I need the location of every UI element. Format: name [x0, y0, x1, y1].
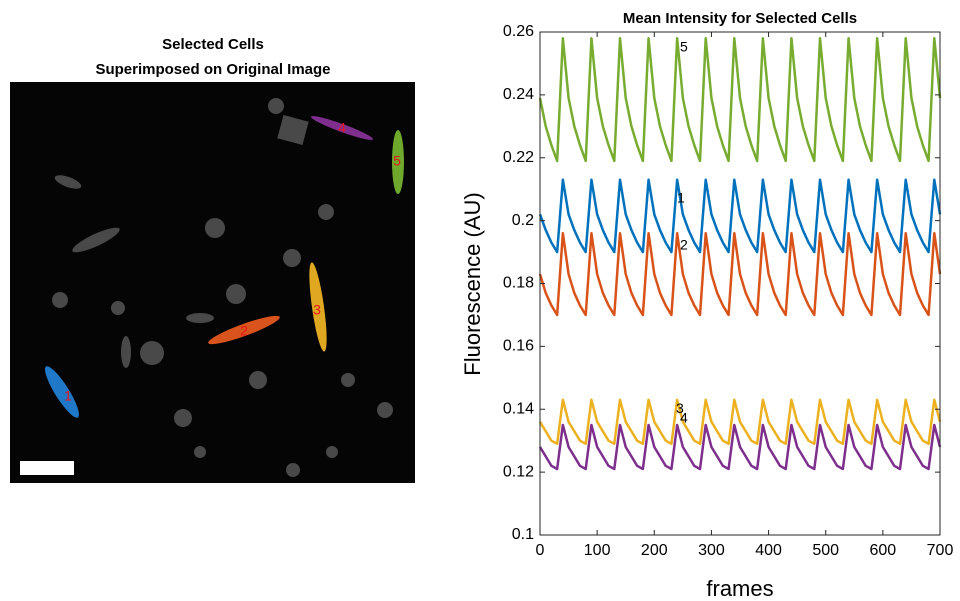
cell-label: 2	[240, 323, 248, 339]
cell-label: 5	[393, 153, 401, 169]
annotation: 4	[680, 409, 688, 425]
y-tick-label: 0.2	[512, 212, 534, 229]
series-line	[538, 398, 942, 446]
image-title: Superimposed on Original Image	[95, 61, 330, 78]
cell-label: 3	[313, 302, 321, 318]
x-tick-label: 200	[641, 542, 668, 559]
y-tick-label: 0.24	[503, 86, 534, 103]
x-tick-label: 100	[584, 542, 611, 559]
annotation: 2	[680, 236, 688, 252]
y-tick-label: 0.1	[512, 526, 534, 543]
series-line	[538, 37, 942, 163]
cell-label: 4	[338, 120, 346, 136]
cell-label: 1	[64, 388, 72, 404]
series-line	[538, 423, 942, 471]
x-tick-label: 300	[698, 542, 725, 559]
image-title: Selected Cells	[162, 36, 264, 53]
y-tick-label: 0.22	[503, 149, 534, 166]
y-tick-label: 0.26	[503, 23, 534, 40]
y-axis-label: Fluorescence (AU)	[460, 192, 485, 375]
annotation: 5	[680, 38, 688, 54]
annotation: 3	[676, 400, 684, 416]
x-tick-label: 0	[536, 542, 545, 559]
x-tick-label: 700	[927, 542, 954, 559]
x-tick-label: 400	[755, 542, 782, 559]
x-axis-label: frames	[706, 576, 773, 601]
series-line	[538, 231, 942, 317]
x-tick-label: 600	[870, 542, 897, 559]
annotation: 1	[677, 189, 685, 205]
plot-area: 5 1 2 34 0.1 0.12 0.14 0.16 0.18 0.2 0.22 0.24 0.26 0…	[503, 23, 954, 559]
chart-title: Mean Intensity for Selected Cells	[623, 10, 857, 27]
y-tick-label: 0.16	[503, 338, 534, 355]
microscope-image	[10, 82, 415, 483]
series-line	[538, 178, 942, 254]
y-tick-label: 0.18	[503, 275, 534, 292]
y-tick-label: 0.12	[503, 463, 534, 480]
x-tick-label: 500	[812, 542, 839, 559]
y-tick-label: 0.14	[503, 400, 534, 417]
